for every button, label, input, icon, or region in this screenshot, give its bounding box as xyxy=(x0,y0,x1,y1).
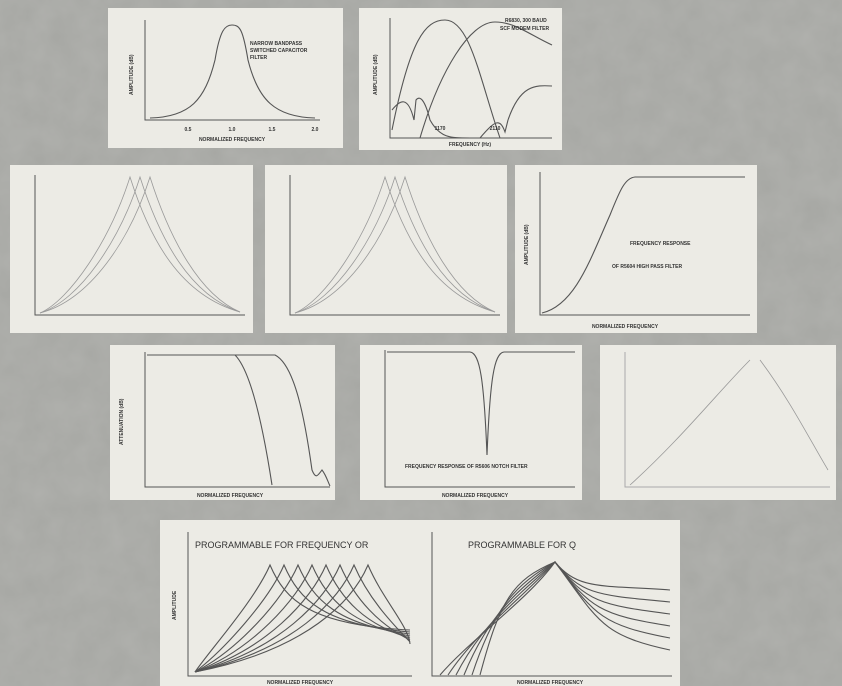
x-label: FREQUENCY (Hz) xyxy=(449,142,491,148)
curve xyxy=(194,563,411,673)
curve xyxy=(479,561,671,676)
y-label: ATTENUATION (dB) xyxy=(119,398,125,445)
tick: 1170 xyxy=(435,126,446,132)
notch-panel: FREQUENCY RESPONSE OF R5606 NOTCH FILTER… xyxy=(360,345,582,500)
programmable-panel: PROGRAMMABLE FOR FREQUENCY OR PROGRAMMAB… xyxy=(160,520,680,686)
modem-panel: R6830, 300 BAUD SCF MODEM FILTER AMPLITU… xyxy=(359,8,562,150)
y-label: AMPLITUDE (dB) xyxy=(129,54,135,95)
y-label: AMPLITUDE (dB) xyxy=(373,54,379,95)
x-label: NORMALIZED FREQUENCY xyxy=(442,493,509,499)
attenuation-panel xyxy=(265,165,507,333)
title-line: OF R5604 HIGH PASS FILTER xyxy=(612,264,682,270)
curve xyxy=(39,175,241,314)
tick: 2110 xyxy=(490,126,501,132)
curve xyxy=(194,563,411,673)
curve xyxy=(39,175,241,314)
tick: 1.5 xyxy=(269,127,276,133)
curve xyxy=(294,175,496,314)
title-line: SCF MODEM FILTER xyxy=(500,26,549,32)
title-line: FREQUENCY RESPONSE xyxy=(630,241,691,247)
curve xyxy=(194,563,411,673)
faint-panel xyxy=(600,345,836,500)
title-line: NARROW BANDPASS xyxy=(250,41,303,47)
title: PROGRAMMABLE FOR Q xyxy=(468,540,576,550)
x-label: NORMALIZED FREQUENCY xyxy=(199,137,266,143)
curves xyxy=(39,175,496,314)
title-line: FREQUENCY RESPONSE OF R5606 NOTCH FILTER xyxy=(405,464,528,470)
title: PROGRAMMABLE FOR FREQUENCY OR xyxy=(195,540,369,550)
curve xyxy=(294,175,496,314)
curve xyxy=(194,563,411,673)
lowpass-panel: ATTENUATION (dB) NORMALIZED FREQUENCY xyxy=(110,345,335,500)
x-label: NORMALIZED FREQUENCY xyxy=(267,680,334,686)
x-label: NORMALIZED FREQUENCY xyxy=(592,324,659,330)
curve xyxy=(39,175,241,314)
bandpass-panel: NARROW BANDPASS SWITCHED CAPACITOR FILTE… xyxy=(108,8,343,148)
curve xyxy=(194,563,411,673)
tick: 0.5 xyxy=(185,127,192,133)
tick: 2.0 xyxy=(312,127,319,133)
x-label: NORMALIZED FREQUENCY xyxy=(197,493,264,499)
y-label: AMPLITUDE (dB) xyxy=(524,224,530,265)
attenuation-panel xyxy=(10,165,253,333)
curves xyxy=(194,561,671,676)
title-line: FILTER xyxy=(250,55,268,61)
curve xyxy=(294,175,496,314)
title-line: SWITCHED CAPACITOR xyxy=(250,48,308,54)
curve xyxy=(194,563,411,673)
title-line: R6830, 300 BAUD xyxy=(505,18,547,24)
highpass-panel: FREQUENCY RESPONSE OF R5604 HIGH PASS FI… xyxy=(515,165,757,333)
curve xyxy=(194,563,411,673)
curve xyxy=(194,563,411,673)
y-label: AMPLITUDE xyxy=(172,590,178,620)
x-label: NORMALIZED FREQUENCY xyxy=(517,680,584,686)
tick: 1.0 xyxy=(229,127,236,133)
